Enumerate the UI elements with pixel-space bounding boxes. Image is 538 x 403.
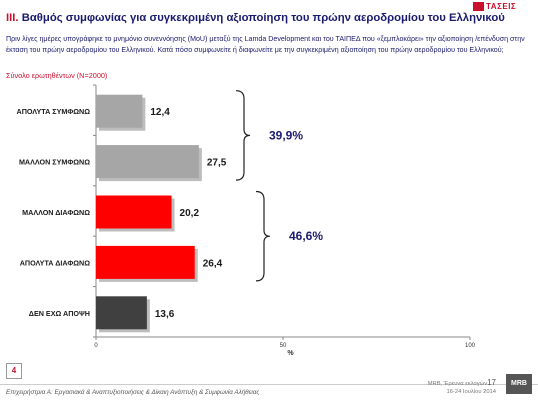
value-label: 26,4: [203, 258, 223, 269]
sample-base: Σύνολο ερωτηθέντων (Ν=2000): [6, 71, 108, 80]
x-tick-label: 50: [280, 343, 287, 349]
group-brace: [255, 190, 271, 282]
value-label: 27,5: [207, 158, 227, 169]
footer-note: Επιχειρήστρια Α: Εργασιακά & Αναπτυξιοπο…: [6, 389, 260, 396]
bar-chart: ΑΠΟΛΥΤΑ ΣΥΜΦΩΝΩ 12,4 ΜΑΛΛΟΝ ΣΥΜΦΩΝΩ 27,5 ΜΑΛ…: [17, 84, 476, 357]
bar: [96, 296, 147, 330]
footer-date: 16-24 Ιουλίου 2014: [446, 389, 496, 395]
x-tick-label: 100: [465, 343, 476, 349]
x-axis-label: %: [287, 350, 294, 357]
category-label: ΜΑΛΛΟΝ ΣΥΜΦΩΝΩ: [19, 158, 90, 167]
logo-text: ΤΑΣΕΙΣ: [486, 2, 517, 11]
category-label: ΜΑΛΛΟΝ ΔΙΑΦΩΝΩ: [22, 208, 90, 217]
section-number: III.: [6, 12, 19, 24]
footer-source: MRB, Έρευνα εκλογών17 16-24 Ιουλίου 2014: [428, 379, 496, 396]
category-label: ΑΠΟΛΥΤΑ ΣΥΜΦΩΝΩ: [17, 107, 91, 116]
value-label: 12,4: [150, 107, 170, 118]
mrb-logo: MRB: [506, 374, 532, 394]
footer-source-name: MRB, Έρευνα εκλογών: [427, 381, 488, 387]
bar: [96, 195, 172, 229]
footer-slide-number: 17: [487, 378, 496, 387]
tasis-logo: ΤΑΣΕΙΣ: [473, 2, 533, 11]
value-label: 20,2: [180, 208, 200, 219]
x-tick-label: 0: [94, 343, 98, 349]
bar: [96, 145, 199, 179]
value-label: 13,6: [155, 309, 175, 320]
group-total-label: 39,9%: [269, 128, 303, 142]
category-label: ΔΕΝ ΕΧΩ ΑΠΟΨΗ: [29, 309, 90, 318]
bar: [96, 94, 143, 128]
footer-divider: [0, 384, 538, 385]
title-text: Βαθμός συμφωνίας για συγκεκριμένη αξιοπο…: [21, 12, 505, 24]
group-total-label: 46,6%: [289, 229, 323, 243]
group-brace: [235, 90, 251, 181]
page-title: III. Βαθμός συμφωνίας για συγκεκριμένη α…: [6, 12, 536, 24]
logo-mark: [473, 2, 484, 11]
bar: [96, 245, 195, 279]
question-text: Πριν λίγες ημέρες υπογράφηκε το μνημόνιο…: [6, 35, 525, 54]
category-label: ΑΠΟΛΥΤΑ ΔΙΑΦΩΝΩ: [20, 258, 91, 267]
page-number: 4: [6, 363, 22, 379]
